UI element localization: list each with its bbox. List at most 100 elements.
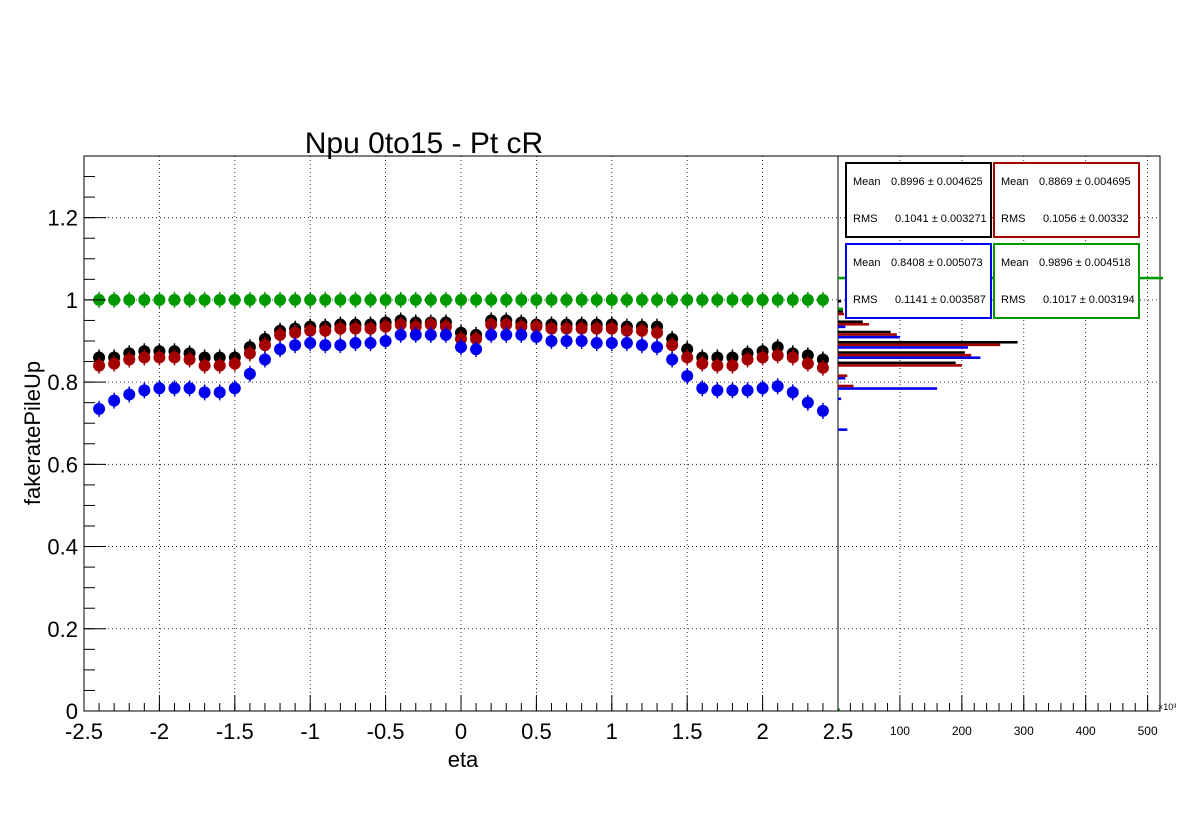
data-point: [243, 367, 256, 380]
histogram-bar: [838, 374, 848, 377]
data-point: [334, 322, 347, 335]
data-point: [605, 337, 618, 350]
stats-mean-value: 0.8869 ± 0.004695: [1039, 176, 1131, 188]
y-tick-label: 0.6: [47, 452, 78, 477]
data-point: [183, 382, 196, 395]
histogram-bar: [838, 364, 962, 367]
main-x-ticks: -2.5 -2 -1.5 -1 -0.5 0 0.5 1 1.5 2 2.5: [65, 695, 853, 744]
data-point: [168, 293, 181, 306]
stats-box-frame: [845, 243, 992, 319]
data-point: [379, 335, 392, 347]
data-point: [394, 293, 407, 306]
y-tick-label: 0.4: [47, 535, 78, 560]
stats-mean-label: Mean: [1001, 257, 1029, 269]
y-tick-label: 0.8: [47, 370, 78, 395]
data-point: [108, 394, 121, 407]
data-point: [228, 293, 241, 306]
y-axis-label: fakeratePileUp: [20, 361, 45, 505]
data-point: [153, 293, 166, 306]
histogram-bar: [838, 346, 969, 349]
data-point: [771, 349, 784, 362]
data-point: [726, 359, 739, 372]
data-point: [530, 320, 543, 333]
data-point: [726, 384, 739, 397]
main-scatter-points: [93, 291, 829, 419]
data-point: [756, 351, 769, 364]
data-point: [213, 351, 226, 364]
stats-box-blue: Mean 0.8408 ± 0.005073 RMS 0.1141 ± 0.00…: [845, 243, 992, 319]
stats-mean-label: Mean: [853, 176, 881, 188]
data-point: [681, 369, 694, 382]
data-point: [198, 386, 211, 399]
data-point: [289, 339, 302, 352]
data-point: [364, 322, 377, 335]
data-point: [455, 293, 467, 306]
data-point: [424, 293, 437, 306]
data-point: [816, 404, 829, 417]
data-point: [726, 351, 739, 364]
x-tick-label: 2: [756, 719, 768, 744]
stats-rms-label: RMS: [1001, 294, 1025, 306]
data-point: [545, 322, 558, 335]
side-x-ticks: 100 200 300 400 500: [837, 695, 1161, 738]
histogram-bar: [838, 384, 854, 388]
data-point: [123, 353, 136, 366]
histogram-bar: [838, 376, 846, 380]
data-point: [289, 326, 302, 339]
stats-rms-value: 0.1041 ± 0.003271: [895, 213, 987, 225]
data-point: [681, 293, 694, 306]
data-point: [756, 382, 769, 395]
data-point: [319, 324, 332, 337]
data-point: [741, 384, 754, 397]
data-point: [334, 293, 347, 306]
data-point: [153, 382, 166, 395]
side-x-tick-label: 100: [890, 724, 910, 738]
data-point: [258, 353, 271, 366]
stats-rms-value: 0.1017 ± 0.003194: [1043, 294, 1135, 306]
side-x-tick-label: 500: [1138, 724, 1158, 738]
histogram-bar: [838, 356, 981, 359]
side-x-exponent: ×10³: [1158, 702, 1176, 712]
x-tick-label: -1.5: [216, 719, 254, 744]
histogram-bar: [838, 299, 842, 303]
data-point: [651, 341, 664, 354]
data-point: [198, 293, 211, 306]
data-point: [349, 337, 362, 350]
stats-box-frame: [993, 162, 1140, 238]
data-point: [138, 384, 151, 397]
histogram-bar: [838, 708, 840, 711]
x-tick-label: -2.5: [65, 719, 103, 744]
data-point: [424, 328, 437, 341]
data-point: [394, 328, 407, 341]
data-point: [470, 343, 483, 356]
data-point: [771, 293, 784, 306]
stats-rms-label: RMS: [853, 294, 877, 306]
data-point: [560, 335, 573, 347]
y-tick-label: 1.2: [47, 206, 78, 231]
x-tick-label: -1: [300, 719, 320, 744]
data-point: [439, 320, 452, 333]
data-point: [364, 337, 377, 350]
data-point: [213, 359, 226, 372]
data-point: [545, 293, 558, 306]
data-point: [711, 384, 724, 397]
data-point: [439, 328, 452, 341]
data-point: [108, 293, 121, 306]
data-point: [711, 359, 724, 372]
data-point: [696, 357, 709, 370]
data-point: [620, 337, 633, 350]
data-point: [530, 330, 543, 343]
stats-box-frame: [993, 243, 1140, 319]
data-point: [304, 293, 317, 306]
histogram-bar: [838, 387, 938, 390]
data-point: [455, 341, 467, 354]
data-point: [771, 341, 784, 354]
stats-mean-value: 0.8996 ± 0.004625: [891, 176, 983, 188]
data-point: [816, 293, 829, 306]
data-point: [530, 293, 543, 306]
data-point: [470, 332, 483, 345]
data-point: [439, 293, 452, 306]
histogram-bar: [838, 333, 897, 336]
data-point: [258, 339, 271, 352]
